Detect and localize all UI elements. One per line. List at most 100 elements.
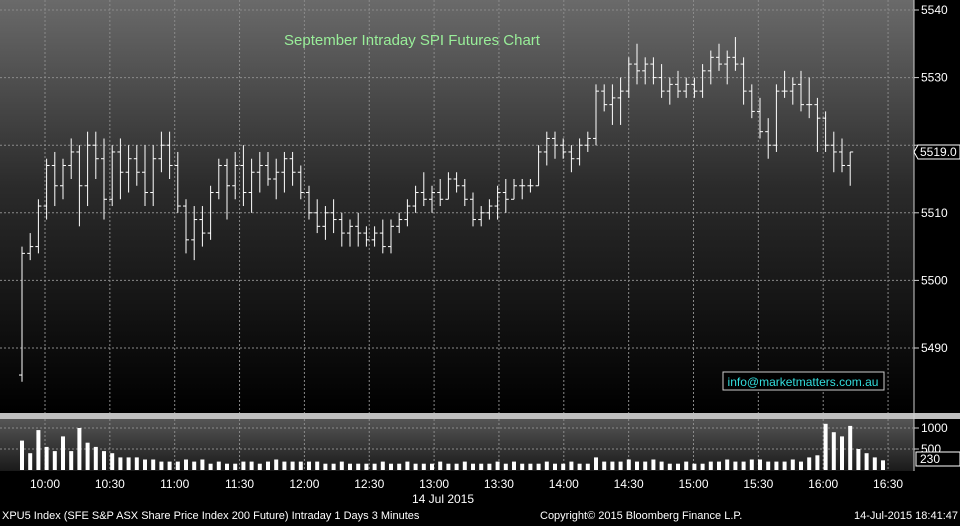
- volume-bar: [462, 461, 467, 470]
- volume-bar: [28, 453, 33, 470]
- ohlc-bar: [240, 145, 247, 207]
- last-price-tag: 5519.0: [913, 144, 960, 160]
- last-volume-tag: 230: [915, 451, 960, 467]
- ohlc-bar: [256, 151, 263, 193]
- volume-bar: [52, 451, 57, 470]
- ohlc-bar: [117, 138, 124, 200]
- ohlc-bar: [642, 57, 649, 85]
- volume-bar: [766, 461, 771, 470]
- volume-bar: [520, 463, 525, 470]
- ohlc-bar: [830, 131, 837, 173]
- volume-bar: [577, 463, 582, 470]
- volume-bar: [167, 461, 172, 470]
- ohlc-bar: [248, 158, 255, 213]
- ohlc-bar: [634, 43, 640, 85]
- volume-bar: [118, 457, 123, 470]
- ohlc-bar: [84, 131, 91, 207]
- ohlc-bar: [707, 50, 714, 85]
- ohlc-bar: [166, 131, 173, 179]
- volume-bar: [44, 446, 49, 470]
- volume-bar: [69, 451, 74, 470]
- volume-bar: [700, 463, 705, 470]
- volume-bar: [93, 446, 98, 470]
- volume-bar: [569, 461, 574, 470]
- volume-bar: [495, 461, 500, 470]
- ohlc-bar: [420, 172, 427, 207]
- volume-bar: [471, 463, 475, 470]
- volume-bar: [512, 461, 516, 470]
- ohlc-bar: [133, 145, 140, 186]
- ohlc-bar: [207, 185, 214, 240]
- volume-bar: [184, 459, 188, 470]
- ohlc-bar: [470, 192, 476, 227]
- volume-bar: [864, 453, 869, 470]
- volume-bar: [389, 463, 393, 470]
- ohlc-bar: [699, 64, 706, 98]
- ohlc-bar: [781, 70, 788, 98]
- ohlc-bar: [191, 206, 198, 261]
- volume-bar: [708, 461, 713, 470]
- ohlc-bar: [306, 185, 312, 220]
- ohlc-bar: [560, 138, 567, 159]
- ohlc-bar: [150, 145, 157, 207]
- x-tick-label: 11:00: [160, 477, 189, 491]
- watermark-box: info@marketmatters.com.au: [722, 371, 885, 391]
- ohlc-bar: [732, 37, 739, 71]
- ohlc-bar: [199, 206, 206, 247]
- ohlc-bar: [347, 219, 353, 247]
- ohlc-bar: [445, 172, 452, 200]
- ohlc-bar: [183, 199, 189, 254]
- ohlc-bar: [281, 151, 288, 193]
- ohlc-bar: [543, 131, 550, 166]
- ohlc-bar: [601, 84, 608, 112]
- volume-bar: [102, 451, 106, 470]
- ohlc-bar: [625, 57, 632, 98]
- ohlc-bar: [51, 151, 58, 207]
- volume-bar: [274, 459, 279, 470]
- ohlc-bar: [806, 77, 813, 119]
- volume-bar: [561, 463, 566, 470]
- ohlc-bar: [412, 185, 419, 213]
- panel-separator: [0, 413, 960, 419]
- date-label: 14 Jul 2015: [412, 492, 474, 506]
- volume-bars: [20, 423, 885, 470]
- price-tick-label: 5540: [921, 3, 948, 17]
- volume-bar: [241, 461, 246, 470]
- ohlc-bar: [92, 131, 99, 179]
- ohlc-bar: [789, 77, 796, 105]
- volume-bar: [602, 461, 607, 470]
- volume-bar: [151, 459, 156, 470]
- volume-bar: [266, 461, 270, 470]
- price-tick-label: 5500: [921, 273, 948, 287]
- ohlc-bar: [43, 158, 50, 220]
- ohlc-bar: [847, 151, 854, 186]
- volume-bar: [126, 457, 131, 470]
- volume-bar: [216, 461, 221, 470]
- x-tick-label: 15:00: [678, 477, 708, 491]
- volume-bar: [397, 463, 402, 470]
- volume-bar: [110, 453, 115, 470]
- volume-bar: [290, 461, 295, 470]
- volume-bar: [36, 430, 41, 470]
- volume-bar: [307, 461, 311, 470]
- ohlc-bar: [478, 206, 485, 227]
- volume-bar: [298, 461, 303, 470]
- ohlc-bar: [142, 145, 148, 207]
- footer-bar: XPU5 Index (SFE S&P ASX Share Price Inde…: [0, 508, 960, 526]
- ohlc-bar: [486, 199, 493, 220]
- volume-bar: [823, 423, 828, 470]
- volume-bar: [348, 463, 352, 470]
- volume-bar: [175, 461, 180, 470]
- ohlc-bar: [757, 97, 763, 139]
- ohlc-bar: [527, 179, 534, 193]
- price-tick-label: 5530: [921, 71, 948, 85]
- volume-bar: [315, 461, 320, 470]
- volume-bar: [446, 463, 451, 470]
- volume-bar: [659, 461, 664, 470]
- ohlc-bar: [650, 57, 657, 85]
- ohlc-bar: [765, 118, 772, 159]
- ohlc-bar: [617, 77, 624, 125]
- ohlc-bar: [691, 77, 698, 98]
- ohlc-bar: [60, 158, 66, 200]
